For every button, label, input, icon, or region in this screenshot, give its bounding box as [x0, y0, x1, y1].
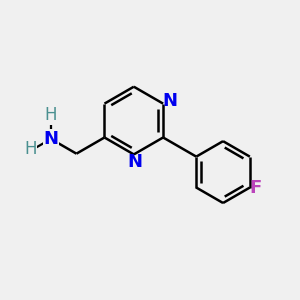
Text: H: H [24, 140, 36, 158]
Text: N: N [162, 92, 177, 110]
Text: N: N [127, 153, 142, 171]
Text: N: N [44, 130, 59, 148]
Text: F: F [249, 178, 261, 196]
Text: H: H [45, 106, 57, 124]
